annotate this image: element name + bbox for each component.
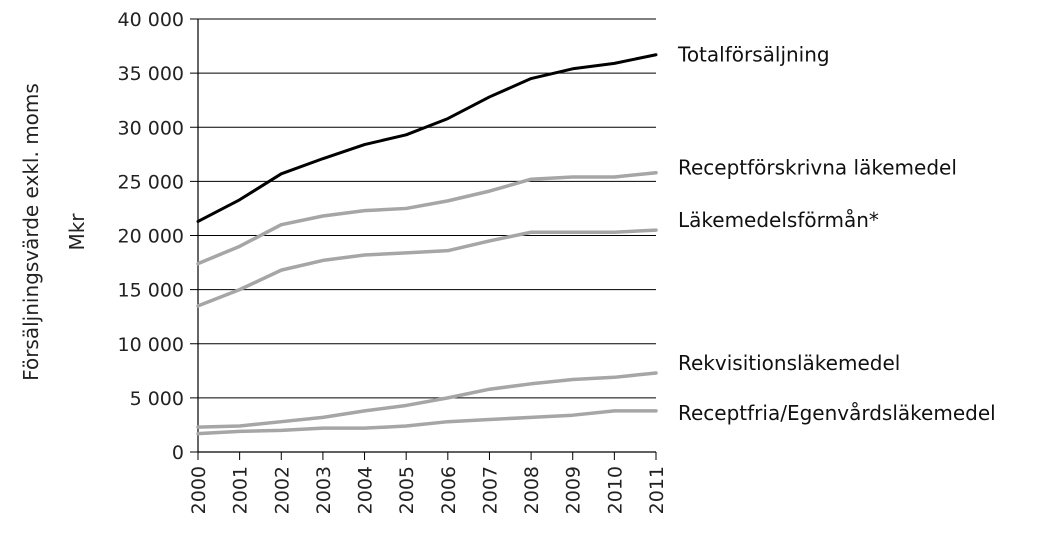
y-tick-label: 30 000 (118, 117, 184, 139)
series-label: Läkemedelsförmån* (678, 208, 879, 232)
y-tick-label: 0 (172, 442, 184, 464)
x-tick-label: 2005 (396, 466, 418, 514)
x-tick-label: 2007 (479, 466, 501, 514)
series-lines (196, 53, 658, 436)
x-tick-label: 2003 (313, 466, 335, 514)
y-tick-label: 20 000 (118, 226, 184, 248)
series-line (196, 53, 658, 223)
y-tick-label: 15 000 (118, 280, 184, 302)
series-label: Receptfria/Egenvårdsläkemedel (678, 401, 996, 425)
x-tick-label: 2008 (521, 466, 543, 514)
x-tick-label: 2000 (188, 466, 210, 514)
series-label: Totalförsäljning (677, 43, 830, 67)
gridlines (198, 18, 656, 399)
y-tick-label: 35 000 (118, 63, 184, 85)
x-tick-label: 2009 (563, 466, 585, 514)
series-line (196, 409, 658, 436)
axis-titles: Försäljningsvärde exkl. moms Mkr (19, 83, 89, 381)
x-tick-label: 2001 (230, 466, 252, 514)
series-line (196, 228, 658, 308)
y-tick-label: 10 000 (118, 334, 184, 356)
x-tick-label: 2006 (438, 466, 460, 514)
x-tick-label: 2004 (355, 466, 377, 514)
x-tick-label: 2011 (646, 466, 668, 514)
y-axis-title: Försäljningsvärde exkl. moms (19, 83, 43, 381)
y-tick-label: 40 000 (118, 9, 184, 31)
series-labels: Totalförsäljning Receptförskrivna läkemed… (677, 43, 996, 425)
x-tick-label: 2002 (271, 466, 293, 514)
series-line (196, 170, 658, 266)
series-line (196, 371, 658, 429)
y-axis-title-unit: Mkr (65, 213, 89, 251)
series-label: Rekvisitionsläkemedel (678, 351, 900, 375)
x-tick-label: 2010 (604, 466, 626, 514)
y-tick-label: 25 000 (118, 171, 184, 193)
axes: 0 5 000 10 000 15 000 20 000 25 000 30 000 35 0… (118, 9, 668, 514)
series-label: Receptförskrivna läkemedel (678, 156, 957, 180)
y-tick-label: 5 000 (130, 388, 184, 410)
